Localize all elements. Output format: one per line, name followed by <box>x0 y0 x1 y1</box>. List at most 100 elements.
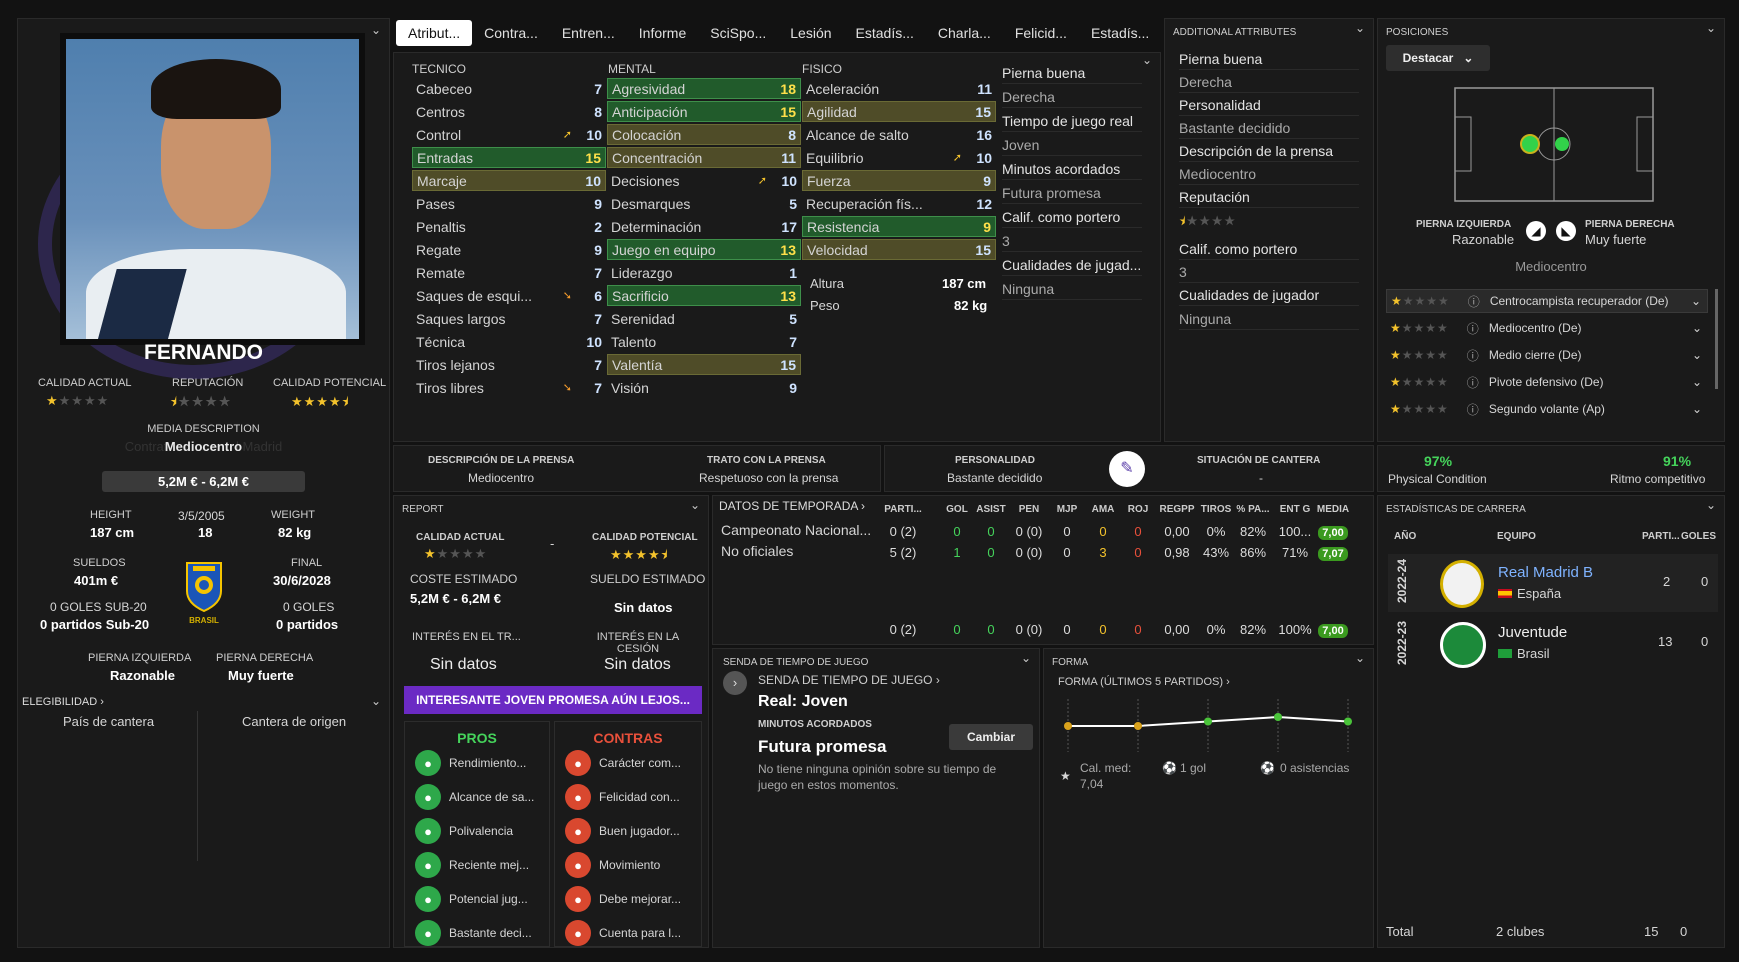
attribute-row[interactable]: Agilidad 15 <box>802 101 996 122</box>
contras-item[interactable]: ● Debe mejorar... <box>555 882 701 916</box>
tab-informe[interactable]: Informe <box>638 25 687 41</box>
tab-charla[interactable]: Charla... <box>937 25 991 41</box>
tab-estadisticas[interactable]: Estadís... <box>855 25 914 41</box>
attribute-row[interactable]: Determinación 17 <box>607 216 801 237</box>
chevron-down-icon[interactable]: ⌄ <box>370 694 381 708</box>
attribute-row[interactable]: Talento 7 <box>607 331 801 352</box>
pros-item[interactable]: ● Alcance de sa... <box>405 780 549 814</box>
chevron-down-icon[interactable]: ⌄ <box>1691 375 1702 389</box>
attribute-row[interactable]: Equilibrio ➚ 10 <box>802 147 996 168</box>
tab-estadisticas-2[interactable]: Estadís... <box>1090 25 1150 41</box>
attribute-row[interactable]: Juego en equipo 13 <box>607 239 801 260</box>
attribute-row[interactable]: Resistencia 9 <box>802 216 996 237</box>
season-header[interactable]: PARTI... <box>884 504 922 515</box>
season-comp[interactable]: Campeonato Nacional... <box>721 522 872 538</box>
info-icon[interactable]: ⓘ <box>1466 348 1479 363</box>
attribute-row[interactable]: Anticipación 15 <box>607 101 801 122</box>
season-header[interactable]: ROJ <box>1127 504 1149 515</box>
pros-item[interactable]: ● Reciente mej... <box>405 848 549 882</box>
attribute-row[interactable]: Liderazgo 1 <box>607 262 801 283</box>
tab-felicidad[interactable]: Felicid... <box>1014 25 1067 41</box>
chevron-down-icon[interactable]: ⌄ <box>370 23 381 37</box>
season-header[interactable]: MJP <box>1056 504 1078 515</box>
info-icon[interactable]: ⓘ <box>1466 321 1479 336</box>
season-header[interactable]: AMA <box>1091 504 1115 515</box>
info-icon[interactable]: ⓘ <box>1466 375 1479 390</box>
attribute-row[interactable]: Aceleración 11 <box>802 78 996 99</box>
career-row[interactable]: 2022-24 Real Madrid B España 2 0 <box>1388 554 1718 612</box>
senda-subtitle[interactable]: SENDA DE TIEMPO DE JUEGO › <box>758 673 940 687</box>
role-row[interactable]: ★★★★★ ⓘ Centrocampista recuperador (De) ⌄ <box>1386 289 1708 313</box>
destacar-dropdown[interactable]: Destacar ⌄ <box>1386 45 1490 71</box>
season-header[interactable]: ASIST <box>976 504 1006 515</box>
attribute-row[interactable]: Valentía 15 <box>607 354 801 375</box>
attribute-row[interactable]: Visión 9 <box>607 377 801 398</box>
attribute-row[interactable]: Saques de esqui... ➘ 6 <box>412 285 606 306</box>
cambiar-button[interactable]: Cambiar <box>949 724 1033 750</box>
chevron-down-icon[interactable]: ⌄ <box>1691 321 1702 335</box>
contras-item[interactable]: ● Movimiento <box>555 848 701 882</box>
season-header[interactable]: PEN <box>1018 504 1040 515</box>
contras-item[interactable]: ● Buen jugador... <box>555 814 701 848</box>
attribute-row[interactable]: Colocación 8 <box>607 124 801 145</box>
season-title[interactable]: DATOS DE TEMPORADA › <box>719 499 866 513</box>
chevron-down-icon[interactable]: ⌄ <box>1141 53 1152 67</box>
chevron-down-icon[interactable]: ⌄ <box>1691 348 1702 362</box>
attribute-row[interactable]: Recuperación fís... 12 <box>802 193 996 214</box>
report-banner[interactable]: INTERESANTE JOVEN PROMESA AÚN LEJOS... <box>404 686 702 714</box>
tab-contrato[interactable]: Contra... <box>484 25 538 41</box>
pros-item[interactable]: ● Rendimiento... <box>405 746 549 780</box>
attribute-row[interactable]: Control ➚ 10 <box>412 124 606 145</box>
attribute-row[interactable]: Regate 9 <box>412 239 606 260</box>
attribute-row[interactable]: Fuerza 9 <box>802 170 996 191</box>
chevron-down-icon[interactable]: ⌄ <box>1705 498 1716 512</box>
attribute-row[interactable]: Decisiones ➚ 10 <box>607 170 801 191</box>
tab-lesion[interactable]: Lesión <box>790 25 832 41</box>
season-header[interactable]: TIROS <box>1200 504 1232 515</box>
attribute-row[interactable]: Alcance de salto 16 <box>802 124 996 145</box>
attribute-row[interactable]: Sacrificio 13 <box>607 285 801 306</box>
role-row[interactable]: ★★★★★ ⓘ Medio cierre (De) ⌄ <box>1386 343 1708 367</box>
season-header[interactable]: REGPP <box>1159 504 1195 515</box>
career-team[interactable]: Juventude <box>1498 624 1568 641</box>
season-header[interactable]: % PA... <box>1236 504 1270 515</box>
attribute-row[interactable]: Tiros libres ➘ 7 <box>412 377 606 398</box>
chevron-down-icon[interactable]: ⌄ <box>1691 402 1702 416</box>
elegibilidad-header[interactable]: ELEGIBILIDAD › ⌄ <box>22 694 381 708</box>
role-row[interactable]: ★★★★★ ⓘ Pivote defensivo (De) ⌄ <box>1386 370 1708 394</box>
attribute-row[interactable]: Cabeceo 7 <box>412 78 606 99</box>
attribute-row[interactable]: Desmarques 5 <box>607 193 801 214</box>
career-team[interactable]: Real Madrid B <box>1498 564 1594 581</box>
tab-atributos[interactable]: Atribut... <box>396 20 473 46</box>
pros-item[interactable]: ● Polivalencia <box>405 814 549 848</box>
role-row[interactable]: ★★★★★ ⓘ Segundo volante (Ap) ⌄ <box>1386 397 1708 421</box>
pros-item[interactable]: ● Bastante deci... <box>405 916 549 950</box>
contras-item[interactable]: ● Carácter com... <box>555 746 701 780</box>
attribute-row[interactable]: Centros 8 <box>412 101 606 122</box>
attribute-row[interactable]: Tiros lejanos 7 <box>412 354 606 375</box>
attribute-row[interactable]: Saques largos 7 <box>412 308 606 329</box>
contras-item[interactable]: ● Cuenta para l... <box>555 916 701 950</box>
attribute-row[interactable]: Concentración 11 <box>607 147 801 168</box>
chevron-down-icon[interactable]: ⌄ <box>1354 21 1365 35</box>
attribute-row[interactable]: Marcaje 10 <box>412 170 606 191</box>
attribute-row[interactable]: Pases 9 <box>412 193 606 214</box>
arrow-right-icon[interactable]: › <box>723 671 747 695</box>
forma-subtitle[interactable]: FORMA (ÚLTIMOS 5 PARTIDOS) › <box>1058 676 1230 688</box>
season-header[interactable]: GOL <box>946 504 968 515</box>
attribute-row[interactable]: Agresividad 18 <box>607 78 801 99</box>
info-icon[interactable]: ⓘ <box>1466 402 1479 417</box>
tab-scisports[interactable]: SciSpo... <box>710 25 767 41</box>
season-header[interactable]: ENT G <box>1279 504 1311 515</box>
attribute-row[interactable]: Velocidad 15 <box>802 239 996 260</box>
attribute-row[interactable]: Técnica 10 <box>412 331 606 352</box>
attribute-row[interactable]: Remate 7 <box>412 262 606 283</box>
chevron-down-icon[interactable]: ⌄ <box>689 498 700 512</box>
pros-item[interactable]: ● Potencial jug... <box>405 882 549 916</box>
chevron-down-icon[interactable]: ⌄ <box>1705 21 1716 35</box>
scrollbar[interactable] <box>1715 289 1718 389</box>
tab-entrenamiento[interactable]: Entren... <box>561 25 615 41</box>
attribute-row[interactable]: Entradas 15 <box>412 147 606 168</box>
info-icon[interactable]: ⓘ <box>1467 294 1480 309</box>
season-header[interactable]: MEDIA <box>1316 504 1350 515</box>
